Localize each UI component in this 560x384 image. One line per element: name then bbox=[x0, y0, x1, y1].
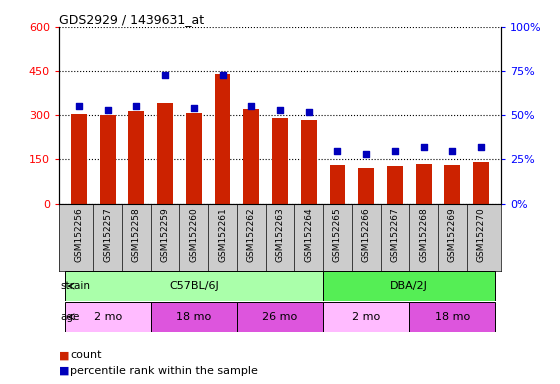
Text: count: count bbox=[70, 350, 101, 360]
Text: 18 mo: 18 mo bbox=[435, 312, 470, 322]
Text: GSM152257: GSM152257 bbox=[103, 207, 112, 262]
Bar bbox=[186, 113, 202, 204]
Text: DBA/2J: DBA/2J bbox=[390, 281, 428, 291]
Text: 2 mo: 2 mo bbox=[352, 312, 380, 322]
Bar bbox=[323, 271, 496, 301]
Bar bbox=[100, 114, 115, 204]
Point bbox=[477, 144, 486, 150]
Text: ■: ■ bbox=[59, 366, 69, 376]
Bar bbox=[64, 271, 323, 301]
Point bbox=[247, 103, 256, 109]
Bar bbox=[151, 302, 237, 331]
Point bbox=[189, 105, 198, 111]
Point bbox=[74, 103, 83, 109]
Bar bbox=[128, 111, 144, 204]
Bar bbox=[71, 114, 87, 204]
Bar bbox=[329, 165, 346, 204]
Point bbox=[161, 71, 170, 78]
Point bbox=[390, 147, 399, 154]
Point bbox=[419, 144, 428, 150]
Point bbox=[276, 107, 284, 113]
Text: GSM152269: GSM152269 bbox=[448, 207, 457, 262]
Bar bbox=[157, 103, 173, 204]
Point bbox=[103, 107, 112, 113]
Point bbox=[132, 103, 141, 109]
Bar bbox=[64, 302, 151, 331]
Text: GSM152256: GSM152256 bbox=[74, 207, 83, 262]
Bar bbox=[409, 302, 496, 331]
Text: 2 mo: 2 mo bbox=[94, 312, 122, 322]
Text: GSM152259: GSM152259 bbox=[161, 207, 170, 262]
Text: GSM152267: GSM152267 bbox=[390, 207, 399, 262]
Text: GSM152270: GSM152270 bbox=[477, 207, 486, 262]
Bar bbox=[323, 302, 409, 331]
Text: GSM152258: GSM152258 bbox=[132, 207, 141, 262]
Text: GDS2929 / 1439631_at: GDS2929 / 1439631_at bbox=[59, 13, 204, 26]
Text: ■: ■ bbox=[59, 350, 69, 360]
Bar bbox=[473, 162, 489, 204]
Text: age: age bbox=[60, 312, 80, 322]
Point bbox=[362, 151, 371, 157]
Text: GSM152268: GSM152268 bbox=[419, 207, 428, 262]
Bar bbox=[416, 164, 432, 204]
Text: GSM152264: GSM152264 bbox=[304, 207, 313, 262]
Bar bbox=[214, 74, 231, 204]
Point bbox=[304, 109, 313, 115]
Text: strain: strain bbox=[60, 281, 90, 291]
Text: percentile rank within the sample: percentile rank within the sample bbox=[70, 366, 258, 376]
Text: GSM152265: GSM152265 bbox=[333, 207, 342, 262]
Bar bbox=[445, 165, 460, 204]
Text: GSM152261: GSM152261 bbox=[218, 207, 227, 262]
Text: GSM152260: GSM152260 bbox=[189, 207, 198, 262]
Bar bbox=[358, 167, 374, 204]
Point bbox=[333, 147, 342, 154]
Bar bbox=[237, 302, 323, 331]
Point bbox=[448, 147, 457, 154]
Text: GSM152262: GSM152262 bbox=[247, 207, 256, 262]
Text: GSM152263: GSM152263 bbox=[276, 207, 284, 262]
Bar bbox=[272, 118, 288, 204]
Text: GSM152266: GSM152266 bbox=[362, 207, 371, 262]
Bar bbox=[244, 109, 259, 204]
Bar bbox=[301, 120, 316, 204]
Text: 18 mo: 18 mo bbox=[176, 312, 212, 322]
Text: 26 mo: 26 mo bbox=[263, 312, 297, 322]
Point bbox=[218, 71, 227, 78]
Text: C57BL/6J: C57BL/6J bbox=[169, 281, 219, 291]
Bar bbox=[387, 166, 403, 204]
